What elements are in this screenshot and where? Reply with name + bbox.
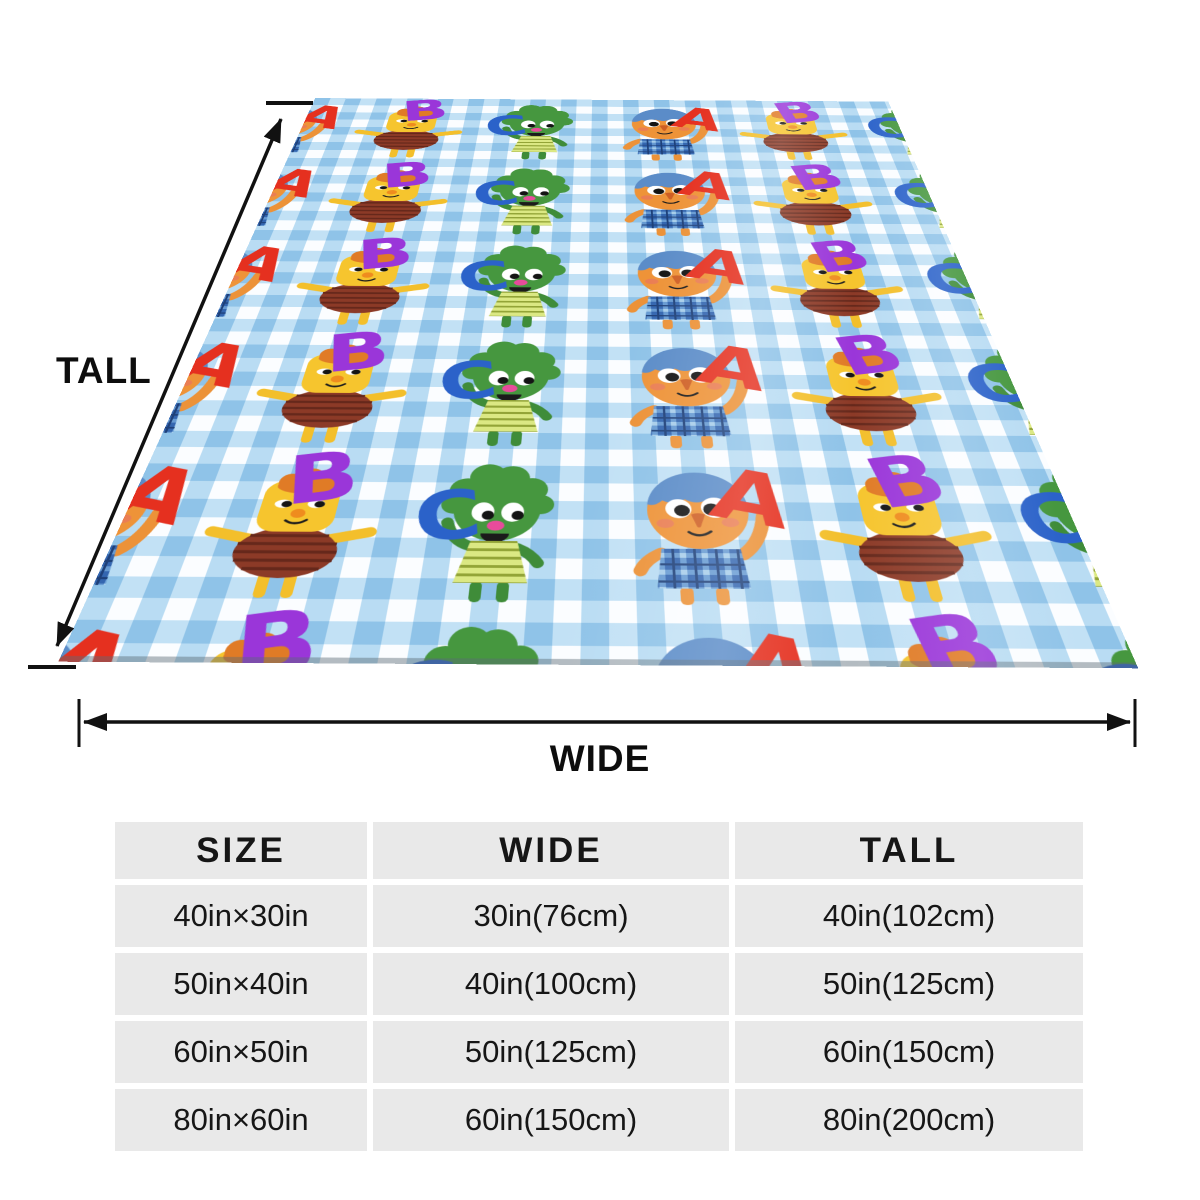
col-header-wide: WIDE	[373, 822, 729, 879]
wide-cell: 60in(150cm)	[373, 1089, 729, 1151]
size-cell: 60in×50in	[115, 1021, 367, 1083]
blanket-product-photo: B	[58, 96, 1141, 669]
col-header-tall: TALL	[735, 822, 1083, 879]
col-header-size: SIZE	[115, 822, 367, 879]
wide-cell: 50in(125cm)	[373, 1021, 729, 1083]
tall-arrow	[55, 118, 283, 647]
dimension-arrows	[28, 101, 1137, 747]
size-cell: 40in×30in	[115, 885, 367, 947]
tall-cell: 50in(125cm)	[735, 953, 1083, 1015]
wide-cell: 40in(100cm)	[373, 953, 729, 1015]
wide-dimension-label: WIDE	[549, 738, 651, 779]
blanket-front-edge	[58, 655, 1139, 669]
tall-cell: 40in(102cm)	[735, 885, 1083, 947]
size-cell: 50in×40in	[115, 953, 367, 1015]
size-table: SIZE WIDE TALL 40in×30in 30in(76cm) 40in…	[115, 822, 1083, 1151]
tall-cell: 80in(200cm)	[735, 1089, 1083, 1151]
blanket-surface: B	[58, 98, 1139, 669]
blanket-pattern: B	[58, 98, 1139, 669]
size-cell: 80in×60in	[115, 1089, 367, 1151]
tall-dimension-label: TALL	[56, 350, 152, 391]
wide-cell: 30in(76cm)	[373, 885, 729, 947]
tall-cell: 60in(150cm)	[735, 1021, 1083, 1083]
